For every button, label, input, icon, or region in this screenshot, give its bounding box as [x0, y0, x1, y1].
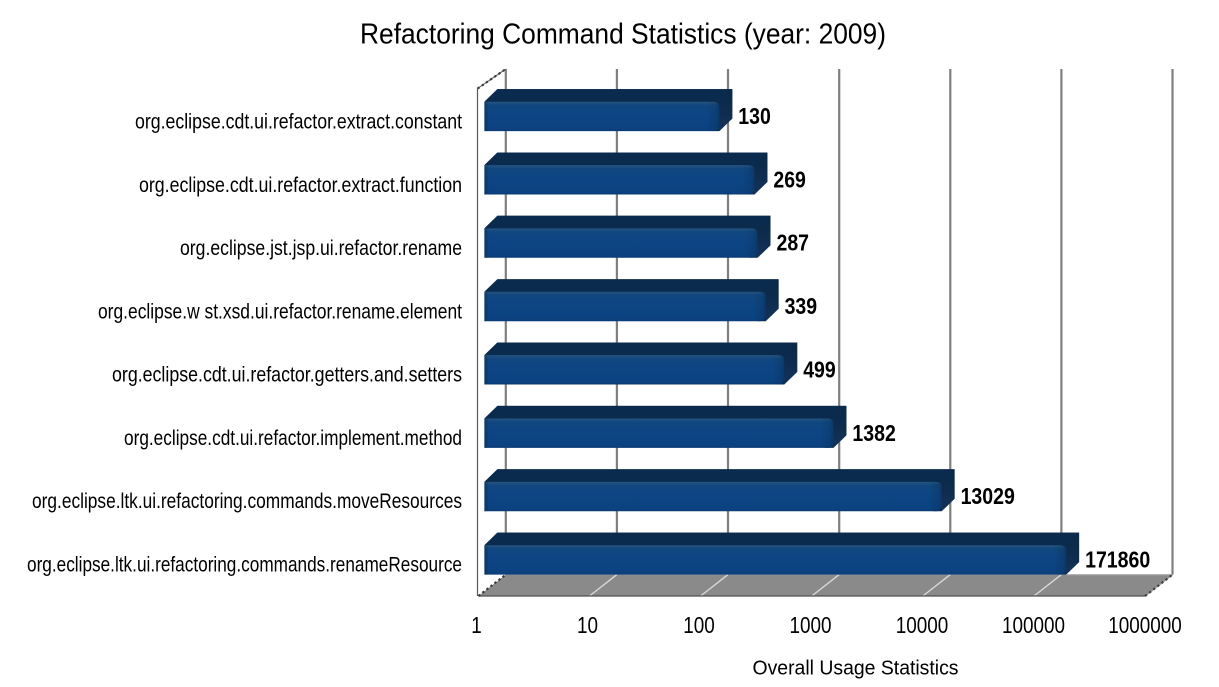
svg-text:100: 100: [683, 612, 715, 638]
svg-text:org.eclipse.jst.jsp.ui.refacto: org.eclipse.jst.jsp.ui.refactor.rename: [180, 237, 462, 260]
svg-text:Refactoring Command Statistics: Refactoring Command Statistics (year: 20…: [360, 19, 886, 51]
svg-text:339: 339: [785, 293, 818, 319]
svg-text:org.eclipse.ltk.ui.refactoring: org.eclipse.ltk.ui.refactoring.commands.…: [32, 490, 462, 513]
svg-text:10000: 10000: [896, 612, 949, 638]
svg-text:1000: 1000: [790, 612, 832, 638]
svg-text:org.eclipse.ltk.ui.refactoring: org.eclipse.ltk.ui.refactoring.commands.…: [27, 554, 462, 577]
svg-text:269: 269: [773, 166, 806, 192]
svg-text:171860: 171860: [1085, 547, 1150, 573]
svg-text:1: 1: [471, 612, 482, 638]
svg-text:org.eclipse.w st.xsd.ui.refact: org.eclipse.w st.xsd.ui.refactor.rename.…: [98, 300, 462, 323]
svg-text:13029: 13029: [961, 483, 1015, 509]
svg-text:org.eclipse.cdt.ui.refactor.ex: org.eclipse.cdt.ui.refactor.extract.cons…: [135, 111, 462, 134]
svg-text:287: 287: [777, 230, 810, 256]
svg-text:org.eclipse.cdt.ui.refactor.ge: org.eclipse.cdt.ui.refactor.getters.and.…: [112, 364, 462, 387]
svg-text:1000000: 1000000: [1108, 612, 1182, 638]
svg-text:org.eclipse.cdt.ui.refactor.im: org.eclipse.cdt.ui.refactor.implement.me…: [124, 427, 462, 450]
svg-text:Overall Usage Statistics: Overall Usage Statistics: [753, 657, 959, 680]
svg-text:org.eclipse.cdt.ui.refactor.ex: org.eclipse.cdt.ui.refactor.extract.func…: [139, 174, 462, 197]
svg-text:499: 499: [803, 356, 836, 382]
svg-text:1382: 1382: [852, 420, 895, 446]
svg-text:130: 130: [738, 103, 771, 129]
svg-text:10: 10: [577, 612, 598, 638]
svg-text:100000: 100000: [1002, 612, 1065, 638]
